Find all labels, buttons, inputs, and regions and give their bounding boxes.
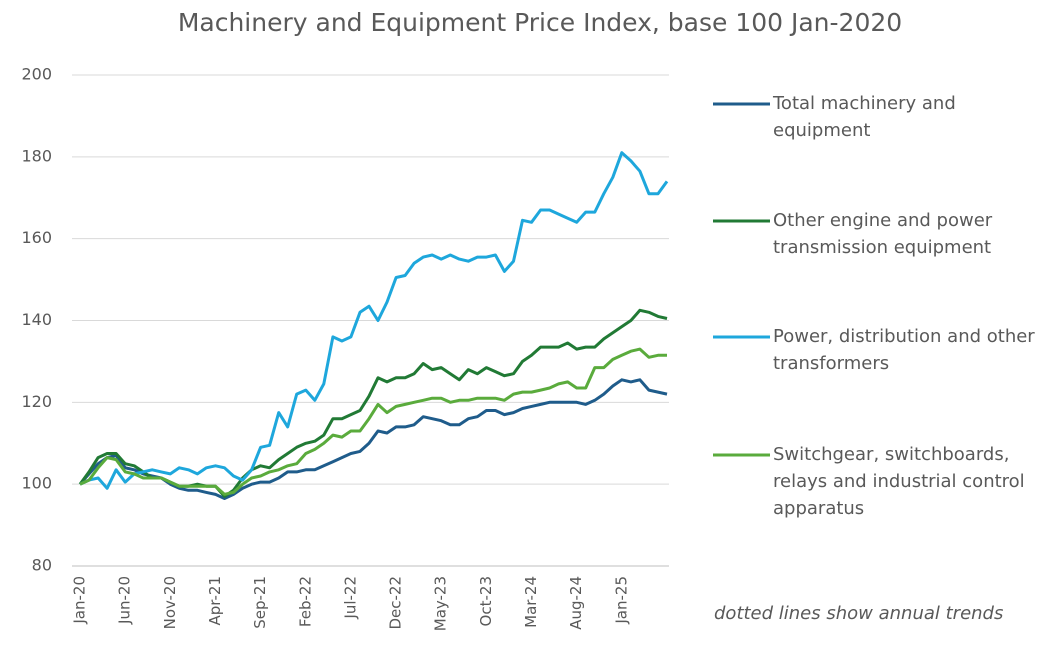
x-tick-label: Sep-21 (251, 576, 269, 629)
x-tick-label: Jan-25 (612, 576, 630, 625)
y-tick-label: 120 (21, 392, 52, 411)
x-tick-label: Jan-20 (71, 576, 89, 625)
legend-label: Switchgear, switchboards, relays and ind… (773, 444, 1025, 519)
x-tick-label: Aug-24 (567, 576, 585, 630)
y-tick-label: 140 (21, 310, 52, 329)
y-tick-label: 180 (21, 146, 52, 165)
x-tick-label: Oct-23 (477, 576, 495, 626)
x-tick-label: Dec-22 (387, 576, 405, 630)
chart-title: Machinery and Equipment Price Index, bas… (178, 8, 902, 37)
legend-label: Power, distribution and other transforme… (773, 326, 1035, 374)
y-tick-label: 80 (32, 556, 52, 575)
series-line (78, 378, 668, 500)
legend-label: Total machinery and equipment (773, 93, 956, 141)
series-line (79, 347, 667, 496)
y-tick-label: 200 (21, 65, 52, 84)
x-tick-label: Apr-21 (206, 576, 224, 626)
x-tick-label: Jul-22 (341, 576, 359, 620)
y-tick-label: 100 (21, 474, 52, 493)
series-line (79, 151, 669, 490)
annotation: dotted lines show annual trends (714, 603, 1004, 624)
legend-label: Other engine and power transmission equi… (773, 210, 993, 258)
x-tick-label: Nov-20 (161, 576, 179, 629)
x-tick-label: Jun-20 (116, 576, 134, 625)
y-tick-label: 160 (21, 228, 52, 247)
x-tick-label: Feb-22 (296, 576, 314, 627)
x-tick-label: Mar-24 (522, 576, 540, 628)
x-tick-label: May-23 (432, 576, 450, 631)
